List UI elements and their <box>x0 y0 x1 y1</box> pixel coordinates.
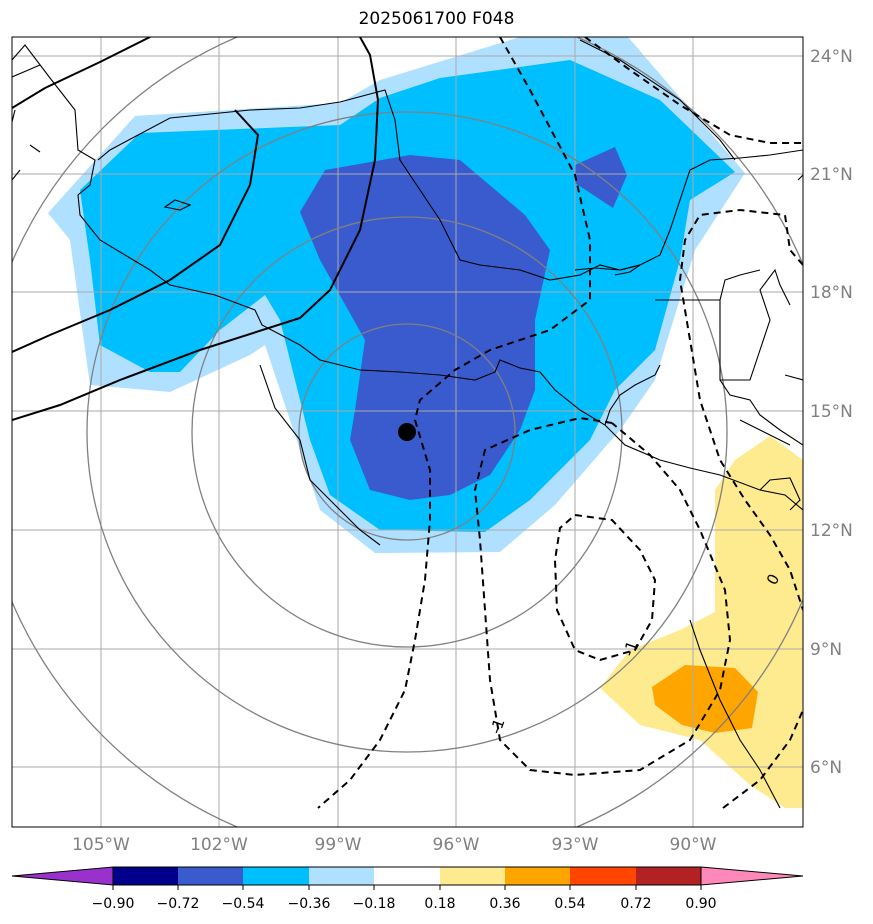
colorbar-tick-label: 0.54 <box>554 896 585 912</box>
lat-label-9n: 9°N <box>810 640 842 660</box>
colorbar-segment-7 <box>505 867 570 885</box>
contour-label-minus-one-mid: -1 <box>619 638 641 658</box>
solid-contours <box>12 37 380 421</box>
filled-contours <box>48 37 803 808</box>
latitude-labels: 24°N 21°N 18°N 15°N 12°N 9°N 6°N <box>810 47 853 778</box>
colorbar-outline <box>112 866 702 886</box>
lon-label-96w: 96°W <box>433 835 480 855</box>
lat-label-24n: 24°N <box>810 47 853 67</box>
lon-label-93w: 93°W <box>552 835 599 855</box>
dashed-contours <box>317 37 803 809</box>
lon-label-99w: 99°W <box>315 835 362 855</box>
map-area: 0 -1 -1 <box>12 37 803 827</box>
colorbar-segment-1 <box>113 867 178 885</box>
colorbar-tick-label: 0.72 <box>620 896 651 912</box>
colorbar-tick-label: −0.36 <box>288 896 331 912</box>
colorbar-tick-label: −0.90 <box>92 896 135 912</box>
map-border <box>11 36 804 828</box>
colorbar-tick-label: 0.18 <box>424 896 455 912</box>
colorbar-segment-9 <box>636 867 701 885</box>
colorbar-segment-6 <box>440 867 505 885</box>
colorbar-segment-8 <box>570 867 636 885</box>
colorbar-segment-3 <box>243 867 309 885</box>
fill-medium-blue-region <box>300 155 550 500</box>
colorbar-segment-4 <box>309 867 374 885</box>
lat-label-6n: 6°N <box>810 758 842 778</box>
colorbar-tick-label: −0.54 <box>222 896 265 912</box>
colorbar-tick-label: −0.72 <box>157 896 200 912</box>
lon-label-105w: 105°W <box>72 835 130 855</box>
contour-label-minus-one-lower: -1 <box>487 716 509 736</box>
lon-label-102w: 102°W <box>190 835 248 855</box>
longitude-labels: 105°W 102°W 99°W 96°W 93°W 90°W <box>72 835 717 855</box>
colorbar-segment-2 <box>178 867 243 885</box>
fill-pale-yellow-region <box>600 436 803 808</box>
colorbar-segment-5 <box>374 867 440 885</box>
colorbar-tick-label: 0.36 <box>489 896 520 912</box>
lon-label-90w: 90°W <box>670 835 717 855</box>
lat-label-18n: 18°N <box>810 283 853 303</box>
colorbar-tick-label: 0.90 <box>685 896 716 912</box>
lat-label-15n: 15°N <box>810 402 853 422</box>
colorbar: −0.90 −0.72 −0.54 −0.36 −0.18 0.18 0.36 … <box>11 866 804 912</box>
colorbar-extend-high <box>700 866 804 886</box>
lat-label-12n: 12°N <box>810 521 853 541</box>
fill-orange-region <box>652 665 758 733</box>
storm-center-marker <box>398 423 416 441</box>
map-title: 2025061700 F048 <box>358 9 515 29</box>
colorbar-tick-label: −0.18 <box>353 896 396 912</box>
lat-label-21n: 21°N <box>810 165 853 185</box>
colorbar-extend-low <box>11 866 114 886</box>
